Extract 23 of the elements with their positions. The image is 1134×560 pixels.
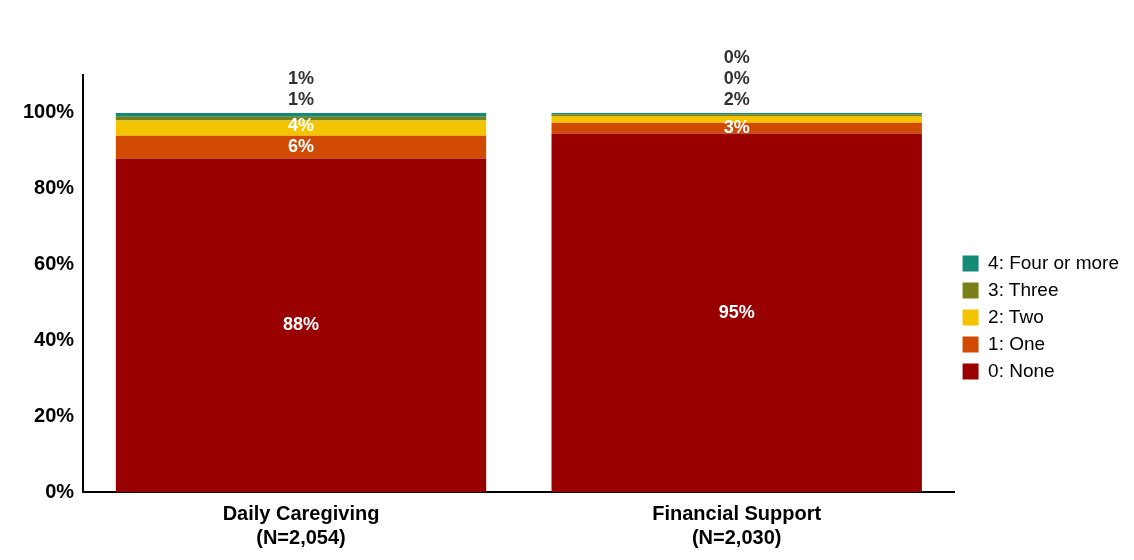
y-tick-label: 40% bbox=[34, 327, 75, 350]
y-tick-label: 60% bbox=[34, 252, 75, 275]
legend-label: 2: Two bbox=[988, 305, 1044, 327]
x-tick-label: Daily Caregiving (N=2,054) bbox=[222, 501, 380, 548]
y-tick-label: 20% bbox=[34, 403, 75, 426]
legend-label: 0: None bbox=[988, 359, 1055, 381]
data-label: 1% bbox=[288, 88, 315, 109]
data-label: 88% bbox=[282, 314, 320, 335]
data-label: 0% bbox=[723, 67, 750, 88]
data-label: 95% bbox=[718, 301, 755, 322]
y-tick-label: 100% bbox=[23, 100, 75, 123]
data-label: 1% bbox=[288, 67, 315, 88]
legend-label: 1: One bbox=[988, 332, 1046, 354]
data-label: 4% bbox=[288, 115, 315, 135]
data-label: 2% bbox=[723, 88, 750, 109]
legend-label: 4: Four or more bbox=[988, 251, 1120, 273]
legend-label: 3: Three bbox=[988, 278, 1059, 300]
data-label: 6% bbox=[288, 136, 315, 156]
data-label: 3% bbox=[723, 117, 750, 138]
data-label: 0% bbox=[723, 46, 750, 67]
y-tick-label: 80% bbox=[34, 176, 75, 199]
x-tick-label: Financial Support (N=2,030) bbox=[652, 501, 822, 548]
y-tick-label: 0% bbox=[45, 479, 75, 502]
